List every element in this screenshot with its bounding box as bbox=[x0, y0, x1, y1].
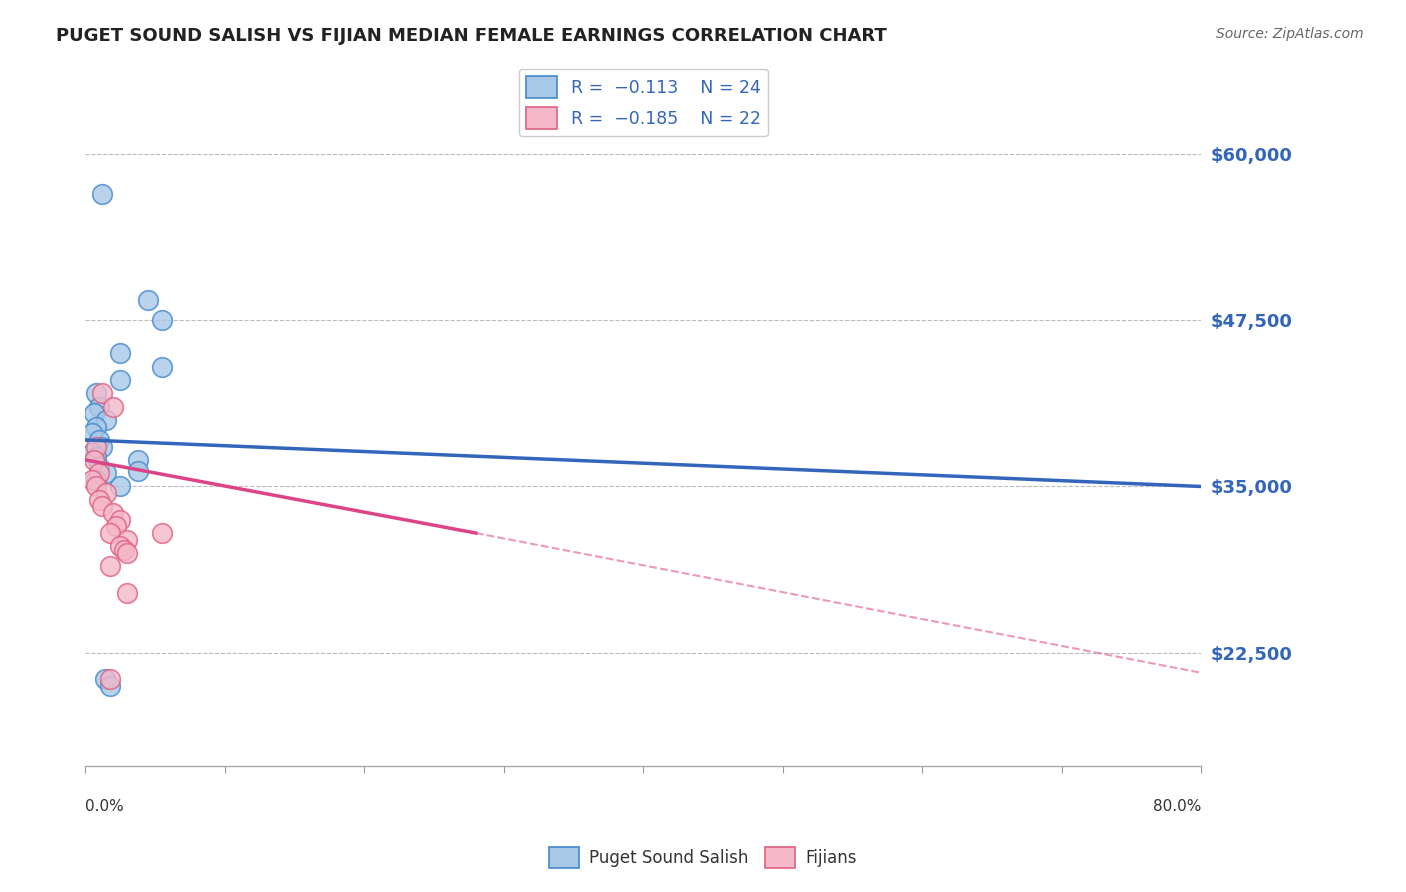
Point bbox=[86, 450, 108, 465]
Point bbox=[112, 543, 135, 558]
Point bbox=[103, 400, 125, 414]
Point bbox=[83, 453, 105, 467]
Point bbox=[82, 446, 104, 460]
Point bbox=[100, 673, 122, 687]
Point bbox=[150, 359, 173, 374]
Point bbox=[89, 459, 111, 474]
Point bbox=[108, 513, 131, 527]
Point bbox=[86, 419, 108, 434]
Point bbox=[94, 673, 117, 687]
Point bbox=[100, 559, 122, 574]
Point bbox=[82, 426, 104, 441]
Point bbox=[91, 386, 114, 401]
Point bbox=[96, 486, 118, 500]
Point bbox=[104, 519, 127, 533]
Point bbox=[86, 440, 108, 454]
Point bbox=[108, 346, 131, 360]
Point bbox=[86, 386, 108, 401]
Point bbox=[115, 586, 138, 600]
Point bbox=[150, 526, 173, 541]
Point bbox=[100, 526, 122, 541]
Text: Source: ZipAtlas.com: Source: ZipAtlas.com bbox=[1216, 27, 1364, 41]
Legend: R =  −0.113    N = 24, R =  −0.185    N = 22: R = −0.113 N = 24, R = −0.185 N = 22 bbox=[519, 69, 768, 136]
Point bbox=[86, 473, 108, 487]
Point bbox=[89, 400, 111, 414]
Point bbox=[86, 479, 108, 493]
Point bbox=[96, 413, 118, 427]
Point bbox=[108, 540, 131, 554]
Point bbox=[91, 186, 114, 201]
Point bbox=[136, 293, 159, 308]
Point bbox=[115, 533, 138, 547]
Text: PUGET SOUND SALISH VS FIJIAN MEDIAN FEMALE EARNINGS CORRELATION CHART: PUGET SOUND SALISH VS FIJIAN MEDIAN FEMA… bbox=[56, 27, 887, 45]
Point bbox=[91, 440, 114, 454]
Point bbox=[82, 473, 104, 487]
Point bbox=[108, 373, 131, 387]
Point bbox=[100, 679, 122, 693]
Point bbox=[150, 313, 173, 327]
Point bbox=[89, 433, 111, 447]
Point bbox=[127, 453, 149, 467]
Legend: Puget Sound Salish, Fijians: Puget Sound Salish, Fijians bbox=[543, 840, 863, 875]
Text: 0.0%: 0.0% bbox=[86, 799, 124, 814]
Point bbox=[103, 506, 125, 520]
Point bbox=[89, 466, 111, 480]
Point bbox=[108, 479, 131, 493]
Point bbox=[83, 406, 105, 420]
Point bbox=[89, 492, 111, 507]
Point bbox=[91, 500, 114, 514]
Point bbox=[127, 463, 149, 477]
Point bbox=[115, 546, 138, 560]
Text: 80.0%: 80.0% bbox=[1153, 799, 1201, 814]
Point bbox=[96, 466, 118, 480]
